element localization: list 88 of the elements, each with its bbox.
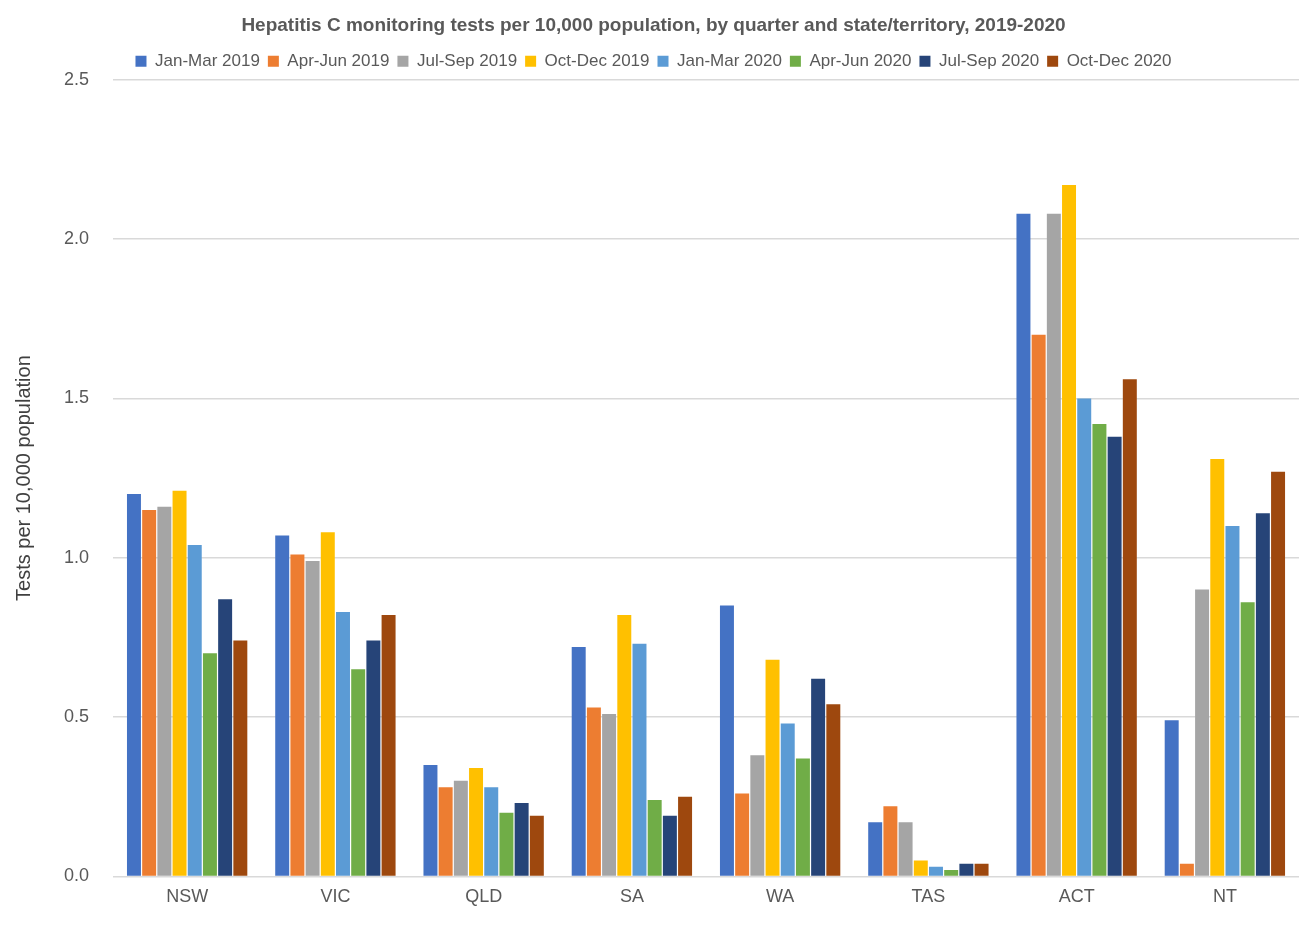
bar	[499, 812, 514, 876]
y-tick-label: 0.5	[63, 706, 90, 727]
bar	[959, 863, 974, 876]
bar	[571, 646, 586, 876]
bar	[868, 822, 883, 876]
bar	[735, 793, 750, 876]
x-tick-label: QLD	[465, 886, 503, 907]
bar	[1092, 423, 1107, 876]
bar	[1062, 184, 1077, 876]
y-tick-label: 0.0	[63, 865, 90, 886]
bar	[142, 509, 157, 876]
bar	[719, 605, 734, 876]
legend-label: Jan-Mar 2019	[154, 50, 260, 70]
bar	[632, 643, 647, 876]
legend-label: Apr-Jun 2020	[809, 50, 912, 70]
legend-label: Jul-Sep 2020	[938, 50, 1040, 70]
chart-title: Hepatitis C monitoring tests per 10,000 population, by quarter and state/territory, 2019-2020	[241, 13, 1066, 35]
bar	[366, 640, 381, 876]
bar	[1016, 213, 1031, 876]
bar	[275, 535, 290, 876]
bar	[826, 704, 841, 876]
y-tick-label: 1.0	[63, 546, 90, 567]
bar	[351, 669, 366, 876]
bar	[780, 723, 795, 876]
y-tick-label: 1.5	[63, 387, 90, 408]
bar	[944, 870, 959, 876]
bar	[1046, 213, 1061, 876]
bar	[172, 490, 187, 876]
bar	[586, 707, 601, 876]
bar	[795, 758, 810, 876]
x-tick-label: VIC	[320, 886, 351, 907]
x-tick-label: NT	[1212, 886, 1237, 907]
legend-label: Jan-Mar 2020	[677, 50, 782, 70]
bar	[678, 796, 693, 876]
bar	[469, 768, 484, 876]
bar	[883, 806, 898, 876]
bar	[320, 532, 335, 876]
bar	[750, 755, 765, 876]
x-tick-label: SA	[619, 886, 644, 907]
bar	[1195, 589, 1210, 876]
bar	[602, 713, 617, 876]
legend-label: Oct-Dec 2020	[1066, 50, 1172, 70]
bar	[1210, 458, 1225, 876]
legend-label: Apr-Jun 2019	[287, 50, 390, 70]
bar	[202, 653, 217, 876]
bar	[453, 780, 468, 876]
legend-label: Jul-Sep 2019	[416, 50, 518, 70]
y-tick-label: 2.5	[63, 68, 90, 89]
x-tick-label: TAS	[911, 886, 946, 907]
bar	[126, 494, 141, 876]
bar	[1164, 720, 1179, 876]
bar	[898, 822, 913, 876]
bar	[381, 615, 396, 876]
legend-label: Oct-Dec 2019	[544, 50, 650, 70]
bar	[218, 599, 233, 876]
x-tick-label: ACT	[1058, 886, 1095, 907]
bar	[1077, 398, 1092, 876]
bar	[1240, 602, 1255, 876]
y-tick-label: 2.0	[63, 228, 90, 249]
y-axis-title: Tests per 10,000 population	[11, 355, 34, 601]
bar	[305, 560, 320, 876]
bar	[157, 506, 172, 876]
bar	[1271, 471, 1286, 876]
bar	[765, 659, 780, 876]
x-tick-label: NSW	[166, 886, 209, 907]
bar	[1107, 436, 1122, 876]
bar	[647, 799, 662, 876]
bar	[1179, 863, 1194, 876]
bar	[336, 611, 350, 876]
bar	[1225, 525, 1240, 876]
bar	[290, 554, 305, 876]
bar	[423, 764, 438, 876]
bar	[1122, 379, 1137, 876]
bar	[484, 787, 499, 876]
bar	[438, 787, 453, 876]
bar	[974, 863, 989, 876]
bar	[1031, 334, 1046, 876]
bar	[187, 545, 202, 876]
x-tick-label: WA	[765, 886, 795, 907]
bar	[662, 815, 677, 876]
bar	[514, 803, 529, 876]
bar	[617, 615, 632, 876]
bar	[913, 860, 928, 876]
bar	[1255, 513, 1270, 876]
bar	[233, 640, 248, 876]
bar	[811, 678, 826, 876]
bar	[529, 815, 544, 876]
bar	[928, 866, 943, 876]
